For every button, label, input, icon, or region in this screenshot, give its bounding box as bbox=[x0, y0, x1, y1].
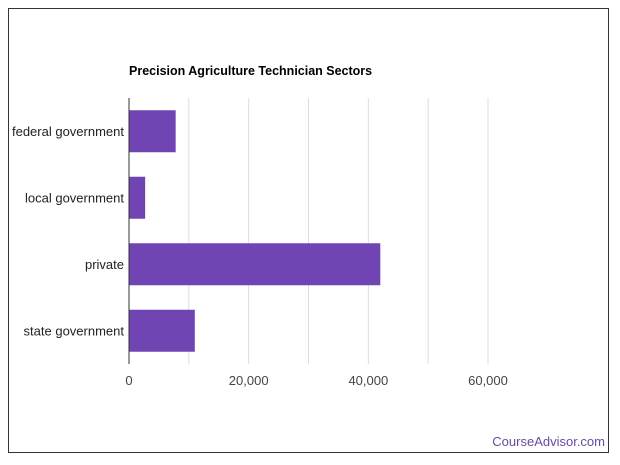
bar bbox=[129, 110, 176, 153]
y-tick-label: local government bbox=[25, 190, 124, 205]
x-tick-label: 0 bbox=[125, 373, 132, 388]
x-tick-label: 40,000 bbox=[348, 373, 388, 388]
brand-footer[interactable]: CourseAdvisor.com bbox=[492, 434, 605, 449]
y-tick-label: state government bbox=[24, 323, 125, 338]
bar bbox=[129, 176, 146, 219]
y-tick-label: federal government bbox=[12, 124, 124, 139]
y-tick-label: private bbox=[85, 257, 124, 272]
x-tick-label: 20,000 bbox=[229, 373, 269, 388]
chart-title: Precision Agriculture Technician Sectors bbox=[129, 64, 373, 78]
bar bbox=[129, 309, 195, 352]
x-tick-label: 60,000 bbox=[468, 373, 508, 388]
bar bbox=[129, 243, 381, 286]
